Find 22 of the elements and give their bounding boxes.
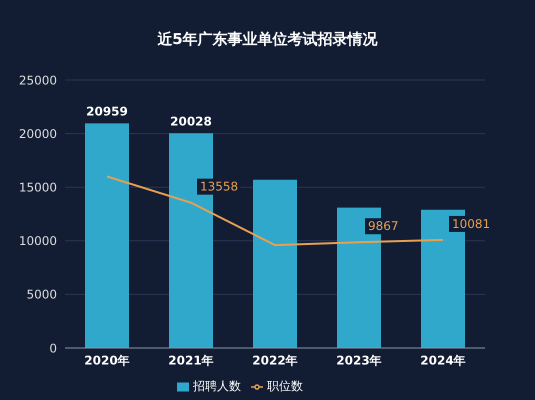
data-label: 9867 [368, 219, 399, 234]
legend-label: 职位数 [267, 379, 303, 393]
legend-label: 招聘人数 [193, 379, 241, 393]
chart-title: 近5年广东事业单位考试招录情况 [156, 29, 379, 50]
bar [253, 180, 297, 348]
line-series [106, 175, 444, 246]
x-tick-label: 2024年 [420, 354, 466, 368]
x-tick-label: 2023年 [336, 354, 382, 368]
y-tick-label: 0 [49, 341, 57, 356]
data-label: 10081 [452, 216, 490, 231]
data-label: 20959 [86, 104, 128, 118]
bar [85, 123, 129, 348]
y-tick-label: 25000 [18, 73, 57, 88]
y-tick-label: 10000 [18, 234, 57, 248]
y-tick-label: 5000 [26, 288, 57, 302]
x-tick-label: 2020年 [84, 354, 130, 368]
x-tick-label: 2022年 [252, 354, 298, 368]
y-tick-label: 20000 [18, 126, 57, 141]
data-label: 13558 [200, 180, 238, 194]
y-tick-label: 15000 [18, 180, 57, 194]
x-tick-label: 2021年 [168, 354, 214, 368]
data-label: 20028 [170, 114, 212, 128]
